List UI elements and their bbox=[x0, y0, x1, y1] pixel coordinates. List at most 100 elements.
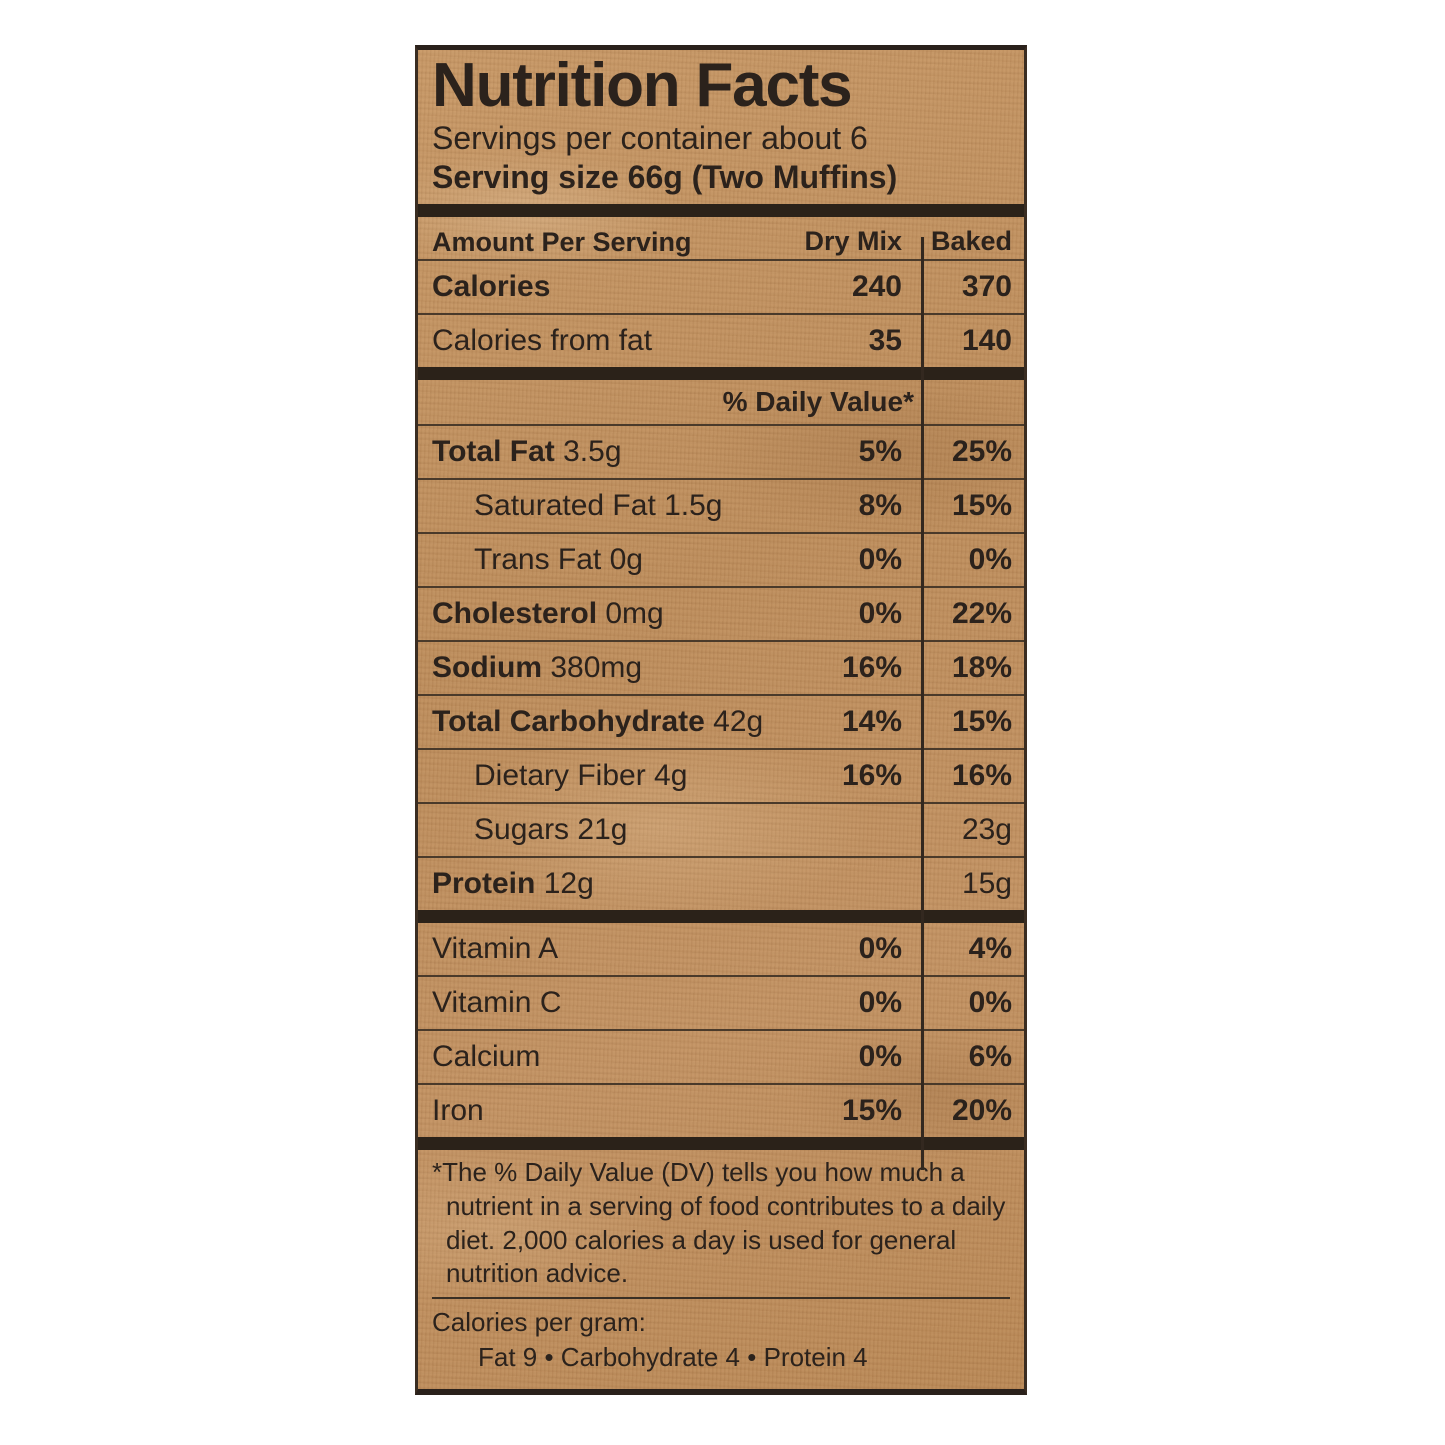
table-row-sugars: Sugars 21g 23g bbox=[418, 804, 1024, 856]
rule-under-dietary-fiber bbox=[418, 801, 1024, 804]
calories-baked: 370 bbox=[961, 269, 1012, 303]
dietary-fiber-baked: 16% bbox=[951, 758, 1012, 792]
iron-baked: 20% bbox=[951, 1093, 1012, 1127]
sugars-label: Sugars 21g bbox=[474, 813, 628, 846]
cholesterol-baked: 22% bbox=[951, 596, 1012, 630]
vitamin-c-label: Vitamin C bbox=[432, 986, 562, 1019]
vitamin-c-baked: 0% bbox=[968, 985, 1012, 1019]
calories-from-fat-dry: 35 bbox=[868, 323, 902, 357]
table-row-calories-from-fat: Calories from fat 35 140 bbox=[418, 315, 1024, 367]
table-row-protein: Protein 12g 15g bbox=[418, 858, 1024, 910]
table-row-vitamin-a: Vitamin A 0% 4% bbox=[418, 923, 1024, 975]
cholesterol-amount: 0mg bbox=[605, 597, 664, 630]
serving-size: Serving size 66g (Two Muffins) bbox=[432, 159, 898, 196]
total-carbohydrate-baked: 15% bbox=[951, 704, 1012, 738]
rule-under-calories-block bbox=[418, 366, 1024, 380]
table-row-saturated-fat: Saturated Fat 1.5g 8% 15% bbox=[418, 480, 1024, 532]
rule-under-vitamins bbox=[418, 1136, 1024, 1150]
rule-under-total-carbohydrate bbox=[418, 747, 1024, 750]
rule-under-total-fat bbox=[418, 477, 1024, 480]
trans-fat-label: Trans Fat 0g bbox=[474, 543, 643, 576]
page-title: Nutrition Facts bbox=[432, 51, 853, 120]
total-carbohydrate-label: Total Carbohydrate 42g bbox=[418, 706, 824, 738]
cholesterol-label: Cholesterol 0mg bbox=[418, 598, 778, 630]
calories-label: Calories bbox=[432, 270, 551, 303]
calories-per-gram-block: Calories per gram: Fat 9 • Carbohydrate … bbox=[418, 1299, 1024, 1379]
calcium-label: Calcium bbox=[432, 1040, 541, 1073]
vitamin-a-dry: 0% bbox=[858, 931, 902, 965]
table-row-calories: Calories 240 370 bbox=[418, 261, 1024, 313]
servings-per-container: Servings per container about 6 bbox=[432, 120, 868, 157]
calories-per-gram-values: Fat 9 • Carbohydrate 4 • Protein 4 bbox=[478, 1341, 868, 1372]
rule-under-serving-size bbox=[418, 203, 1024, 217]
trans-fat-baked: 0% bbox=[968, 542, 1012, 576]
amount-per-serving-row: Amount Per Serving Dry Mix Baked bbox=[418, 217, 1024, 259]
rule-under-cholesterol bbox=[418, 639, 1024, 642]
rule-under-sugars bbox=[418, 855, 1024, 858]
daily-value-header-row: % Daily Value* bbox=[418, 380, 1024, 424]
total-carbohydrate-dry: 14% bbox=[841, 704, 902, 738]
amount-per-serving-label: Amount Per Serving bbox=[432, 227, 692, 257]
sodium-name: Sodium bbox=[432, 651, 542, 684]
trans-fat-dry: 0% bbox=[858, 542, 902, 576]
table-row-calcium: Calcium 0% 6% bbox=[418, 1031, 1024, 1083]
total-fat-label: Total Fat 3.5g bbox=[418, 436, 778, 468]
vitamin-a-label: Vitamin A bbox=[432, 932, 559, 965]
table-row-total-fat: Total Fat 3.5g 5% 25% bbox=[418, 426, 1024, 478]
daily-value-header: % Daily Value* bbox=[722, 385, 914, 417]
calories-per-gram-heading: Calories per gram: bbox=[432, 1307, 646, 1338]
sodium-label: Sodium 380mg bbox=[418, 652, 778, 684]
protein-amount: 12g bbox=[543, 867, 594, 900]
rule-under-daily-value bbox=[418, 423, 1024, 426]
sodium-dry: 16% bbox=[841, 650, 902, 684]
total-carbohydrate-amount: 42g bbox=[713, 705, 764, 738]
protein-name: Protein bbox=[432, 867, 536, 900]
daily-value-footnote: *The % Daily Value (DV) tells you how mu… bbox=[418, 1150, 1024, 1293]
rule-under-sodium bbox=[418, 693, 1024, 696]
dietary-fiber-label: Dietary Fiber 4g bbox=[474, 759, 688, 792]
total-fat-dry: 5% bbox=[858, 434, 902, 468]
saturated-fat-label: Saturated Fat 1.5g bbox=[474, 489, 723, 522]
column-divider bbox=[921, 237, 924, 1170]
rule-under-calcium bbox=[418, 1082, 1024, 1085]
total-fat-amount: 3.5g bbox=[563, 435, 622, 468]
cholesterol-name: Cholesterol bbox=[432, 597, 598, 630]
rule-under-saturated-fat bbox=[418, 531, 1024, 534]
column-header-dry-mix: Dry Mix bbox=[804, 225, 902, 256]
rule-under-vitamin-c bbox=[418, 1028, 1024, 1031]
daily-value-footnote-text: *The % Daily Value (DV) tells you how mu… bbox=[432, 1156, 1006, 1289]
table-row-total-carbohydrate: Total Carbohydrate 42g 14% 15% bbox=[418, 696, 1024, 748]
calories-dry: 240 bbox=[851, 269, 902, 303]
table-row-cholesterol: Cholesterol 0mg 0% 22% bbox=[418, 588, 1024, 640]
calcium-dry: 0% bbox=[858, 1039, 902, 1073]
sugars-baked: 23g bbox=[961, 812, 1012, 846]
table-row-trans-fat: Trans Fat 0g 0% 0% bbox=[418, 534, 1024, 586]
calories-from-fat-baked: 140 bbox=[961, 323, 1012, 357]
sodium-amount: 380mg bbox=[550, 651, 643, 684]
rule-under-protein bbox=[418, 909, 1024, 923]
protein-label: Protein 12g bbox=[418, 868, 778, 900]
rule-under-vitamin-a bbox=[418, 974, 1024, 977]
iron-dry: 15% bbox=[841, 1093, 902, 1127]
rule-under-trans-fat bbox=[418, 585, 1024, 588]
total-fat-baked: 25% bbox=[951, 434, 1012, 468]
iron-label: Iron bbox=[432, 1094, 484, 1127]
table-row-dietary-fiber: Dietary Fiber 4g 16% 16% bbox=[418, 750, 1024, 802]
rule-under-calories bbox=[418, 312, 1024, 315]
table-row-vitamin-c: Vitamin C 0% 0% bbox=[418, 977, 1024, 1029]
nutrition-facts-panel: Nutrition Facts Servings per container a… bbox=[415, 45, 1027, 1395]
table-row-iron: Iron 15% 20% bbox=[418, 1085, 1024, 1137]
column-header-baked: Baked bbox=[930, 225, 1012, 256]
saturated-fat-baked: 15% bbox=[951, 488, 1012, 522]
rule-above-calories-per-gram bbox=[432, 1297, 1010, 1300]
sodium-baked: 18% bbox=[951, 650, 1012, 684]
protein-baked: 15g bbox=[961, 866, 1012, 900]
rule-under-column-headers bbox=[418, 258, 1024, 261]
total-carbohydrate-name: Total Carbohydrate bbox=[432, 705, 705, 738]
cholesterol-dry: 0% bbox=[858, 596, 902, 630]
saturated-fat-dry: 8% bbox=[858, 488, 902, 522]
vitamin-c-dry: 0% bbox=[858, 985, 902, 1019]
label-header: Nutrition Facts Servings per container a… bbox=[418, 50, 1024, 198]
table-row-sodium: Sodium 380mg 16% 18% bbox=[418, 642, 1024, 694]
